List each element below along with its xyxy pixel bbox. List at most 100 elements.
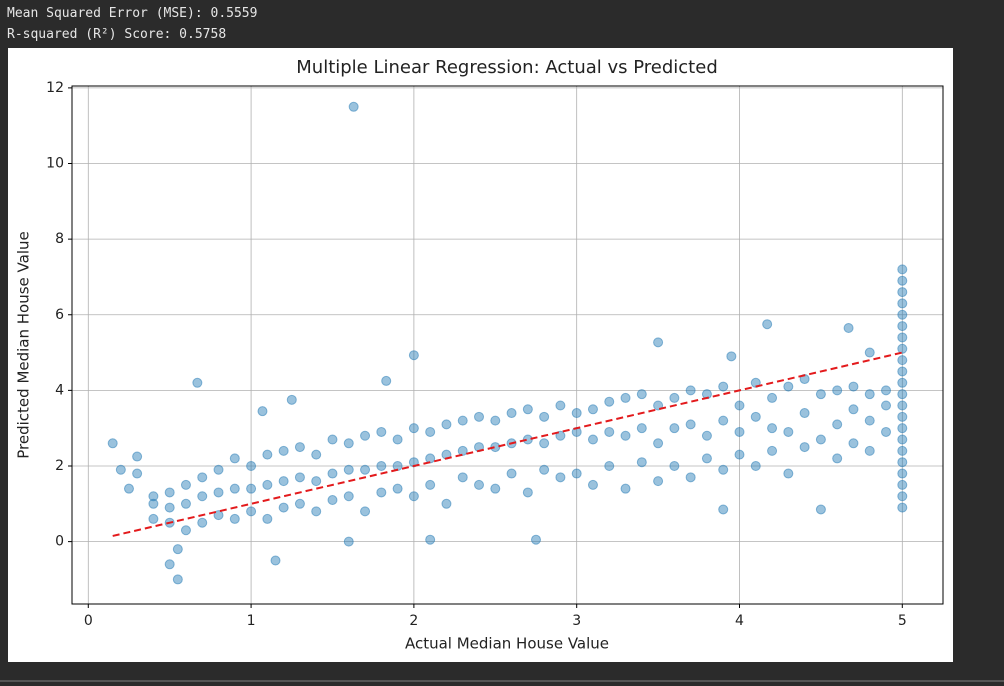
point: [311, 506, 322, 517]
point: [213, 510, 224, 521]
point: [474, 411, 485, 422]
point: [522, 404, 533, 415]
point: [229, 453, 240, 464]
point: [669, 460, 680, 471]
point: [726, 351, 737, 362]
point: [604, 460, 615, 471]
point: [270, 555, 281, 566]
point: [685, 419, 696, 430]
point: [897, 411, 908, 422]
point: [734, 426, 745, 437]
point: [587, 479, 598, 490]
y-tick-label: 8: [55, 231, 64, 247]
point: [604, 396, 615, 407]
point: [343, 536, 354, 547]
point: [767, 392, 778, 403]
x-tick-label: 0: [84, 613, 93, 629]
point: [815, 434, 826, 445]
output-line: Mean Squared Error (MSE): 0.5559: [7, 6, 258, 21]
point: [555, 472, 566, 483]
point: [897, 423, 908, 434]
point: [392, 483, 403, 494]
point: [425, 479, 436, 490]
x-axis-label: Actual Median House Value: [405, 635, 609, 653]
x-tick-label: 3: [572, 613, 581, 629]
point: [767, 445, 778, 456]
point: [897, 389, 908, 400]
point: [376, 426, 387, 437]
point: [783, 468, 794, 479]
point: [750, 460, 761, 471]
reference-line: [112, 351, 903, 537]
point: [571, 468, 582, 479]
point: [257, 406, 268, 417]
point: [897, 275, 908, 286]
point: [685, 385, 696, 396]
point: [425, 534, 436, 545]
point: [530, 534, 541, 545]
point: [360, 506, 371, 517]
point: [897, 377, 908, 388]
point: [132, 468, 143, 479]
grid: [72, 86, 943, 604]
point: [343, 438, 354, 449]
point: [148, 498, 159, 509]
point: [490, 483, 501, 494]
point: [897, 343, 908, 354]
point: [246, 483, 257, 494]
point: [620, 483, 631, 494]
point: [229, 483, 240, 494]
point: [229, 513, 240, 524]
point: [392, 434, 403, 445]
point: [327, 468, 338, 479]
point: [132, 451, 143, 462]
point: [897, 355, 908, 366]
y-tick-label: 4: [55, 382, 64, 398]
point: [604, 426, 615, 437]
point: [246, 460, 257, 471]
point: [408, 350, 419, 361]
point: [848, 381, 859, 392]
point: [172, 574, 183, 585]
x-tick-label: 1: [247, 613, 256, 629]
point: [180, 498, 191, 509]
point: [848, 438, 859, 449]
point: [213, 464, 224, 475]
chart: Multiple Linear Regression: Actual vs Pr…: [8, 48, 953, 662]
point: [669, 423, 680, 434]
point: [376, 460, 387, 471]
point: [457, 472, 468, 483]
point: [653, 476, 664, 487]
point: [750, 411, 761, 422]
point: [376, 487, 387, 498]
point: [506, 468, 517, 479]
point: [701, 453, 712, 464]
point: [555, 400, 566, 411]
point: [897, 468, 908, 479]
point: [843, 322, 854, 333]
point: [636, 423, 647, 434]
y-tick-label: 6: [55, 307, 64, 323]
point: [897, 298, 908, 309]
point: [262, 513, 273, 524]
point: [571, 408, 582, 419]
point: [348, 101, 359, 112]
point: [286, 394, 297, 405]
point: [539, 464, 550, 475]
y-tick-label: 2: [55, 458, 64, 474]
point: [799, 408, 810, 419]
point: [897, 309, 908, 320]
point: [897, 434, 908, 445]
point: [783, 426, 794, 437]
point: [311, 449, 322, 460]
point: [636, 389, 647, 400]
point: [343, 464, 354, 475]
point: [123, 483, 134, 494]
point: [148, 491, 159, 502]
point: [213, 487, 224, 498]
point: [381, 375, 392, 386]
point: [767, 423, 778, 434]
point: [360, 464, 371, 475]
point: [197, 472, 208, 483]
